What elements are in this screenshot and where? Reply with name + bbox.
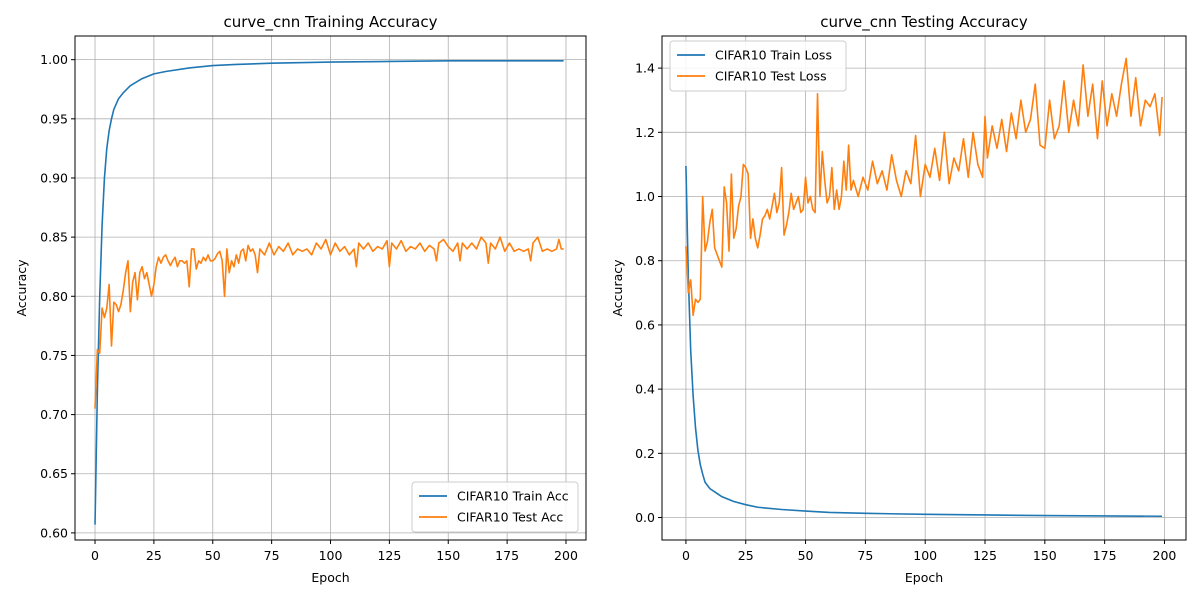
- series-line-2: [685, 57, 1163, 317]
- x-tick-label: 25: [738, 548, 754, 563]
- legend-box: [669, 40, 847, 92]
- x-tick-label: 50: [798, 548, 814, 563]
- y-tick-label: 0.90: [40, 170, 68, 185]
- x-tick-label: 175: [1093, 548, 1117, 563]
- chart-title: curve_cnn Testing Accuracy: [820, 13, 1028, 32]
- y-tick-label: 0.2: [635, 446, 655, 461]
- chart-title: curve_cnn Training Accuracy: [224, 13, 438, 32]
- y-tick-label: 0.70: [40, 407, 68, 422]
- axes-frame: [661, 35, 1187, 541]
- chart-panel-1: 0 25 50 75 100 125 150 175 200 0.60 0.65 0.70 0.75 0.…: [14, 13, 587, 585]
- x-tick-label: 75: [857, 548, 873, 563]
- x-tick-label: 150: [1033, 548, 1057, 563]
- series-line-1: [685, 165, 1163, 518]
- y-axis-label: Accuracy: [610, 259, 625, 317]
- legend: CIFAR10 Train Loss CIFAR10 Test Loss: [669, 40, 847, 92]
- y-tick-label: 0.95: [40, 111, 68, 126]
- x-tick-label: 200: [1153, 548, 1177, 563]
- legend-entry: CIFAR10 Train Acc: [457, 489, 569, 504]
- x-tick-label: 25: [146, 548, 162, 563]
- y-tick-label: 0.60: [40, 525, 68, 540]
- x-tick-label: 125: [973, 548, 997, 563]
- y-tick-label: 1.00: [40, 52, 68, 67]
- series-line-1: [94, 60, 564, 525]
- y-tick-label: 0.75: [40, 348, 68, 363]
- x-tick-label: 200: [554, 548, 578, 563]
- legend: CIFAR10 Train Acc CIFAR10 Test Acc: [411, 481, 579, 533]
- y-tick-label: 1.0: [635, 189, 655, 204]
- series-line-2: [94, 236, 564, 409]
- y-tick-label: 0.6: [635, 317, 655, 332]
- x-tick-label: 125: [377, 548, 401, 563]
- x-tick-label: 75: [264, 548, 280, 563]
- plot-area: [662, 36, 1186, 540]
- x-axis-label: Epoch: [311, 570, 349, 585]
- y-tick-label: 0.4: [635, 382, 655, 397]
- x-tick-label: 50: [205, 548, 221, 563]
- y-axis-label: Accuracy: [14, 259, 29, 317]
- x-tick-label: 150: [436, 548, 460, 563]
- x-tick-label: 175: [495, 548, 519, 563]
- legend-entry: CIFAR10 Train Loss: [715, 48, 832, 63]
- x-tick-label: 100: [913, 548, 937, 563]
- chart-panel-2: 0 25 50 75 100 125 150 175 200 0.0 0.2 0.4 0.6 0.8 1.0…: [610, 13, 1187, 585]
- x-tick-label: 0: [91, 548, 99, 563]
- legend-entry: CIFAR10 Test Loss: [715, 69, 827, 84]
- y-tick-label: 0.65: [40, 466, 68, 481]
- x-tick-label: 0: [682, 548, 690, 563]
- y-tick-label: 0.8: [635, 253, 655, 268]
- y-tick-label: 1.2: [635, 125, 655, 140]
- y-tick-label: 1.4: [635, 61, 655, 76]
- y-tick-label: 0.85: [40, 230, 68, 245]
- x-tick-label: 100: [319, 548, 343, 563]
- x-axis-label: Epoch: [905, 570, 943, 585]
- legend-box: [411, 481, 579, 533]
- y-tick-label: 0.80: [40, 289, 68, 304]
- y-tick-label: 0.0: [635, 510, 655, 525]
- legend-entry: CIFAR10 Test Acc: [457, 510, 563, 525]
